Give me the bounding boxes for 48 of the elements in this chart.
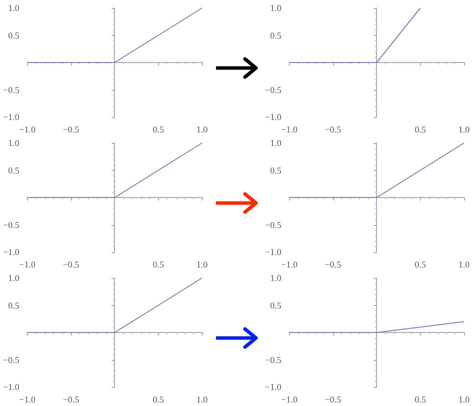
y-tick-label: −0.5 [265, 354, 282, 364]
y-tick-label: −0.5 [3, 354, 20, 364]
y-tick-label: 0.5 [270, 30, 282, 40]
x-tick-label: −0.5 [324, 124, 342, 134]
y-tick-label: −0.5 [3, 219, 20, 230]
x-tick-label: −1.0 [281, 394, 298, 404]
y-tick-label: −0.5 [265, 219, 282, 230]
x-tick-label: −0.5 [62, 394, 80, 404]
x-tick-label: −0.5 [324, 259, 342, 269]
x-tick-label: −1.0 [19, 394, 36, 404]
x-tick-label: −0.5 [62, 124, 80, 134]
x-tick-label: 1.0 [196, 124, 208, 134]
x-tick-label: 0.5 [152, 259, 164, 269]
x-tick-label: 1.0 [458, 124, 470, 134]
y-tick-label: −1.0 [3, 246, 20, 256]
y-tick-label: −1.0 [265, 112, 282, 122]
y-tick-label: 0.5 [270, 164, 282, 175]
y-tick-label: −1.0 [3, 112, 20, 122]
y-tick-label: 0.5 [8, 300, 20, 310]
y-tick-label: 1.0 [8, 2, 20, 12]
y-tick-label: −1.0 [265, 246, 282, 256]
x-tick-label: 0.5 [152, 124, 164, 134]
y-tick-label: −1.0 [265, 382, 282, 392]
x-tick-label: 0.5 [414, 394, 426, 404]
y-tick-label: 1.0 [8, 138, 20, 148]
x-tick-label: 1.0 [196, 394, 208, 404]
y-tick-label: 1.0 [270, 272, 282, 282]
x-tick-label: 1.0 [458, 259, 470, 269]
y-tick-label: −0.5 [265, 84, 282, 94]
x-tick-label: 0.5 [152, 394, 164, 404]
x-tick-label: −1.0 [281, 124, 298, 134]
y-tick-label: 0.5 [8, 30, 20, 40]
y-tick-label: −0.5 [3, 84, 20, 94]
x-tick-label: 0.5 [414, 259, 426, 269]
x-tick-label: −1.0 [19, 259, 36, 269]
y-tick-label: 0.5 [270, 300, 282, 310]
y-tick-label: −1.0 [3, 382, 20, 392]
y-tick-label: 0.5 [8, 164, 20, 175]
x-tick-label: 0.5 [414, 124, 426, 134]
x-tick-label: 1.0 [196, 259, 208, 269]
y-tick-label: 1.0 [270, 2, 282, 12]
x-tick-label: −0.5 [62, 259, 80, 269]
x-tick-label: −1.0 [281, 259, 298, 269]
x-tick-label: −0.5 [324, 394, 342, 404]
x-tick-label: 1.0 [458, 394, 470, 404]
y-tick-label: 1.0 [270, 138, 282, 148]
x-tick-label: −1.0 [19, 124, 36, 134]
y-tick-label: 1.0 [8, 272, 20, 282]
